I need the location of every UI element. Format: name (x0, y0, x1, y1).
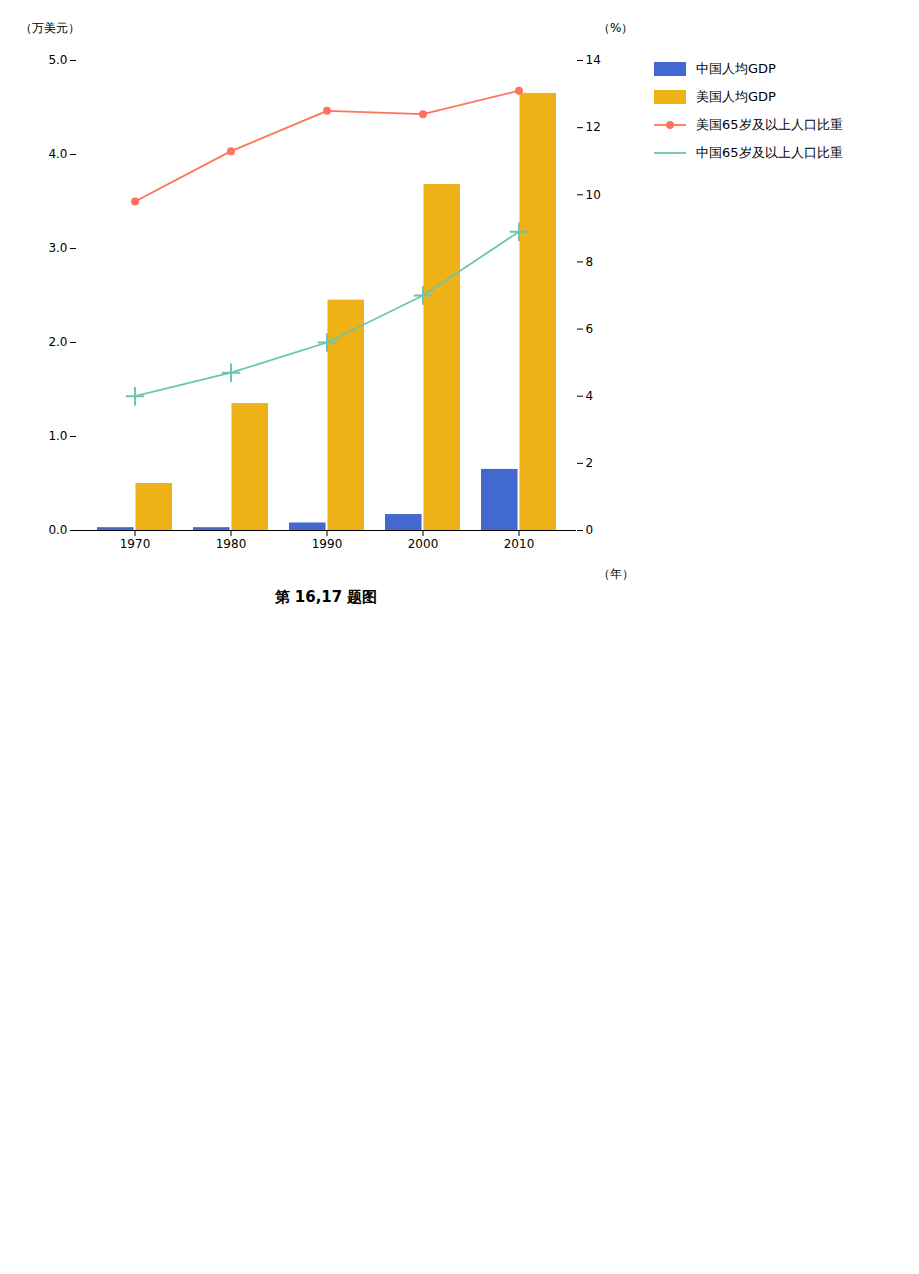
svg-text:（万美元）: （万美元） (20, 21, 80, 35)
svg-text:（年）: （年） (598, 567, 634, 581)
svg-text:2000: 2000 (408, 537, 439, 551)
svg-text:2: 2 (586, 456, 594, 470)
html-text:美国人均GDP: 美国人均GDP (696, 89, 776, 104)
svg-text:3.0: 3.0 (48, 241, 67, 255)
svg-text:8: 8 (586, 255, 594, 269)
html-text:中国人均GDP: 中国人均GDP (696, 61, 776, 76)
html-text:第 16,17 题图: 第 16,17 题图 (274, 588, 378, 606)
svg-text:4.0: 4.0 (48, 147, 67, 161)
svg-text:2.0: 2.0 (48, 335, 67, 349)
svg-text:0.0: 0.0 (48, 523, 67, 537)
svg-text:6: 6 (586, 322, 594, 336)
svg-text:2010: 2010 (504, 537, 535, 551)
svg-text:1970: 1970 (120, 537, 151, 551)
svg-text:5.0: 5.0 (48, 53, 67, 67)
svg-text:（%）: （%） (598, 21, 633, 35)
html-text:美国65岁及以上人口比重: 美国65岁及以上人口比重 (696, 117, 843, 132)
svg-text:1.0: 1.0 (48, 429, 67, 443)
svg-text:14: 14 (586, 53, 601, 67)
svg-text:0: 0 (586, 523, 594, 537)
svg-text:1980: 1980 (216, 537, 247, 551)
svg-text:4: 4 (586, 389, 594, 403)
html-text:中国65岁及以上人口比重: 中国65岁及以上人口比重 (696, 145, 843, 160)
svg-text:10: 10 (586, 188, 601, 202)
svg-text:12: 12 (586, 120, 601, 134)
svg-text:1990: 1990 (312, 537, 343, 551)
